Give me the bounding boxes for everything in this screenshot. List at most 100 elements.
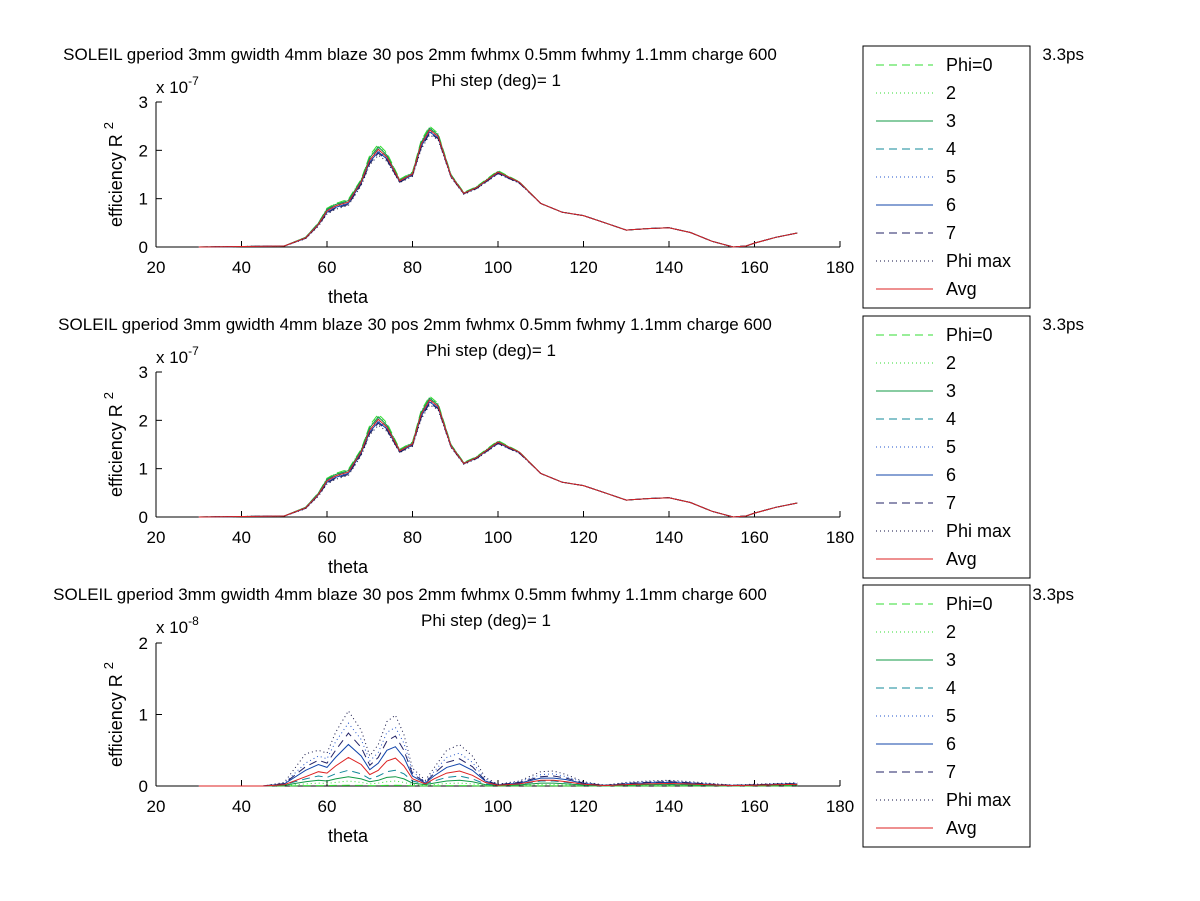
legend-box: [862, 45, 1031, 309]
x-tick-label: 100: [484, 258, 512, 277]
series-line-7: [198, 732, 798, 787]
x-tick-label: 80: [403, 797, 422, 816]
chart-title-line2: Phi step (deg)= 1: [421, 611, 551, 630]
series-line-8: [198, 134, 798, 248]
y-tick-label: 1: [139, 706, 148, 725]
x-tick-label: 140: [655, 797, 683, 816]
series-line-2: [198, 780, 798, 787]
legend-box: [862, 315, 1031, 579]
legend-entry: 6: [946, 734, 956, 754]
legend-entry: Avg: [946, 818, 977, 838]
y-tick-label: 2: [139, 634, 148, 653]
y-tick-label: 1: [139, 190, 148, 209]
x-tick-label: 140: [655, 528, 683, 547]
x-tick-label: 100: [484, 797, 512, 816]
x-tick-label: 180: [826, 258, 854, 277]
y-exponent-power: -8: [188, 614, 199, 628]
legend-entry: Phi=0: [946, 325, 993, 345]
x-tick-label: 60: [318, 528, 337, 547]
y-exponent-power: -7: [188, 344, 199, 358]
legend-entry: 5: [946, 706, 956, 726]
y-axis-label-superscript: 2: [101, 122, 116, 129]
y-exponent-label: x 10-8: [156, 614, 199, 637]
chart-title-tail: 3.3ps: [1042, 315, 1084, 334]
series-line-2: [198, 396, 798, 518]
legend-entry: 3: [946, 650, 956, 670]
x-tick-label: 40: [232, 797, 251, 816]
x-tick-label: 80: [403, 528, 422, 547]
chart-title-line2: Phi step (deg)= 1: [431, 71, 561, 90]
series-line-5: [198, 400, 798, 518]
x-tick-label: 60: [318, 258, 337, 277]
y-axis-label: efficiency R 2: [101, 662, 126, 767]
legend-entry: Avg: [946, 279, 977, 299]
y-tick-label: 3: [139, 93, 148, 112]
legend-entry: 3: [946, 111, 956, 131]
x-tick-label: 80: [403, 258, 422, 277]
x-tick-label: 60: [318, 797, 337, 816]
legend-box: [862, 584, 1031, 848]
y-exponent-label: x 10-7: [156, 344, 199, 367]
series-line-4: [198, 128, 798, 248]
y-tick-label: 2: [139, 411, 148, 430]
y-tick-label: 0: [139, 238, 148, 257]
legend-entry: 4: [946, 139, 956, 159]
legend-entry: 5: [946, 167, 956, 187]
legend-entry: 7: [946, 493, 956, 513]
y-axis-label: efficiency R 2: [101, 122, 126, 227]
chart-title-line1: SOLEIL gperiod 3mm gwidth 4mm blaze 30 p…: [58, 315, 772, 334]
series-line-9: [198, 129, 798, 248]
x-tick-label: 120: [569, 528, 597, 547]
legend-entry: Phi=0: [946, 55, 993, 75]
y-tick-label: 1: [139, 460, 148, 479]
legend-entry: Phi max: [946, 251, 1011, 271]
legend-entry: 2: [946, 353, 956, 373]
legend-entry: 3: [946, 381, 956, 401]
y-exponent-label: x 10-7: [156, 74, 199, 97]
chart-title-line1: SOLEIL gperiod 3mm gwidth 4mm blaze 30 p…: [53, 585, 767, 604]
series-line-4: [198, 398, 798, 518]
legend-entry: 7: [946, 223, 956, 243]
legend-entry: Phi max: [946, 790, 1011, 810]
y-axis-label-superscript: 2: [101, 662, 116, 669]
x-tick-label: 20: [147, 258, 166, 277]
series-line-3: [198, 397, 798, 518]
series-line-5: [198, 130, 798, 248]
series-line-5: [198, 722, 798, 787]
series-line-6: [198, 743, 798, 787]
y-tick-label: 3: [139, 363, 148, 382]
legend-entry: 6: [946, 465, 956, 485]
x-tick-label: 160: [740, 258, 768, 277]
chart-title-line2: Phi step (deg)= 1: [426, 341, 556, 360]
y-exponent-power: -7: [188, 74, 199, 88]
subplot-3: SOLEIL gperiod 3mm gwidth 4mm blaze 30 p…: [53, 584, 1074, 848]
legend-entry: 4: [946, 409, 956, 429]
series-line-7: [198, 132, 798, 248]
y-tick-label: 0: [139, 508, 148, 527]
x-tick-label: 160: [740, 528, 768, 547]
legend: Phi=0 2 3 4 5 6 7 Phi max Avg: [862, 584, 1031, 848]
series-line-9: [198, 399, 798, 518]
chart-title-tail: 3.3ps: [1032, 585, 1074, 604]
x-tick-label: 100: [484, 528, 512, 547]
legend: Phi=0 2 3 4 5 6 7 Phi max Avg: [862, 315, 1031, 579]
series-line-2: [198, 126, 798, 248]
legend: Phi=0 2 3 4 5 6 7 Phi max Avg: [862, 45, 1031, 309]
series-line-3: [198, 776, 798, 787]
y-axis-label: efficiency R 2: [101, 392, 126, 497]
chart-title-tail: 3.3ps: [1042, 45, 1084, 64]
series-line-8: [198, 709, 798, 787]
series-line-8: [198, 404, 798, 518]
x-tick-label: 40: [232, 528, 251, 547]
legend-entry: Phi max: [946, 521, 1011, 541]
y-tick-label: 2: [139, 141, 148, 160]
x-tick-label: 20: [147, 797, 166, 816]
x-axis-label: theta: [328, 826, 369, 846]
x-tick-label: 120: [569, 797, 597, 816]
x-axis-label: theta: [328, 557, 369, 577]
legend-entry: 2: [946, 83, 956, 103]
series-line-9: [198, 756, 798, 787]
x-tick-label: 20: [147, 528, 166, 547]
legend-entry: 5: [946, 437, 956, 457]
